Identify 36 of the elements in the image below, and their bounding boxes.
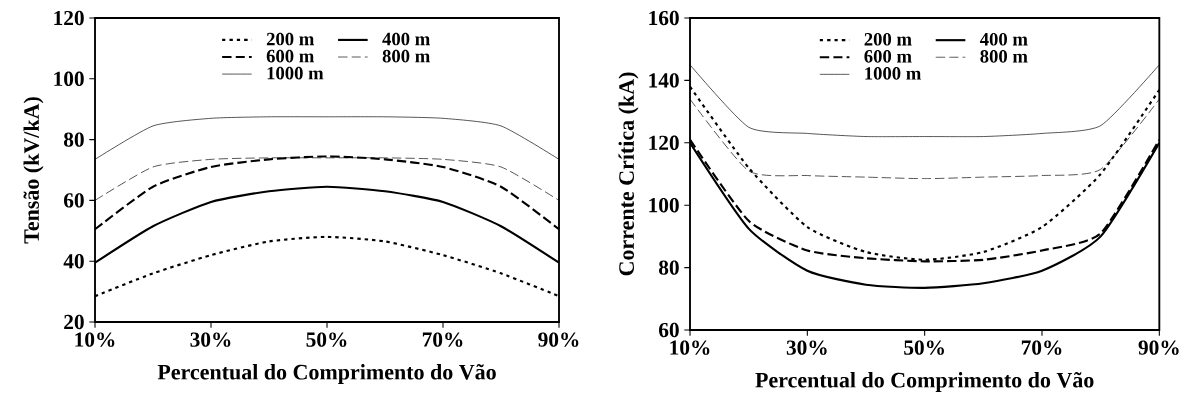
- y-tick-label: 60: [659, 322, 679, 338]
- legend-label: 400 m: [979, 32, 1028, 46]
- x-tick-label: 70%: [422, 332, 463, 347]
- legend-label: 600 m: [864, 50, 912, 63]
- y-tick-label: 120: [54, 10, 84, 26]
- y-tick-label: 80: [63, 132, 84, 147]
- y-tick-label: 100: [649, 198, 679, 213]
- legend-label: 800 m: [382, 49, 430, 63]
- y-tick-label: 60: [64, 193, 84, 208]
- y-axis-title: Corrente Crítica (kA): [618, 72, 639, 276]
- x-tick-label: 10%: [670, 340, 710, 355]
- x-axis-title: Percentual do Comprimento do Vão: [157, 364, 496, 385]
- legend-label: 1000 m: [267, 66, 324, 80]
- y-tick-label: 160: [649, 10, 679, 26]
- x-axis-title: Percentual do Comprimento do Vão: [755, 372, 1094, 393]
- legend-label: 200 m: [864, 32, 912, 46]
- y-axis-title: Tensão (kV/kA): [23, 97, 44, 244]
- y-tick-label: 40: [63, 254, 84, 269]
- y-tick-label: 140: [649, 73, 679, 88]
- x-tick-label: 10%: [75, 332, 115, 347]
- x-tick-label: 50%: [306, 332, 347, 347]
- x-tick-label: 30%: [786, 340, 827, 355]
- legend-label: 1000 m: [865, 67, 922, 80]
- y-tick-label: 100: [54, 71, 84, 86]
- legend-label: 800 m: [980, 50, 1028, 63]
- legend-label: 600 m: [266, 49, 315, 63]
- x-tick-label: 70%: [1021, 340, 1062, 355]
- y-tick-label: 20: [64, 314, 84, 330]
- y-tick-label: 80: [658, 260, 679, 275]
- y-tick-label: 120: [649, 135, 679, 150]
- legend-label: 400 m: [382, 32, 430, 46]
- x-tick-label: 90%: [538, 332, 579, 347]
- x-tick-label: 90%: [1138, 340, 1179, 355]
- legend-label: 200 m: [266, 32, 315, 46]
- x-tick-label: 30%: [190, 332, 231, 347]
- x-tick-label: 50%: [904, 340, 944, 355]
